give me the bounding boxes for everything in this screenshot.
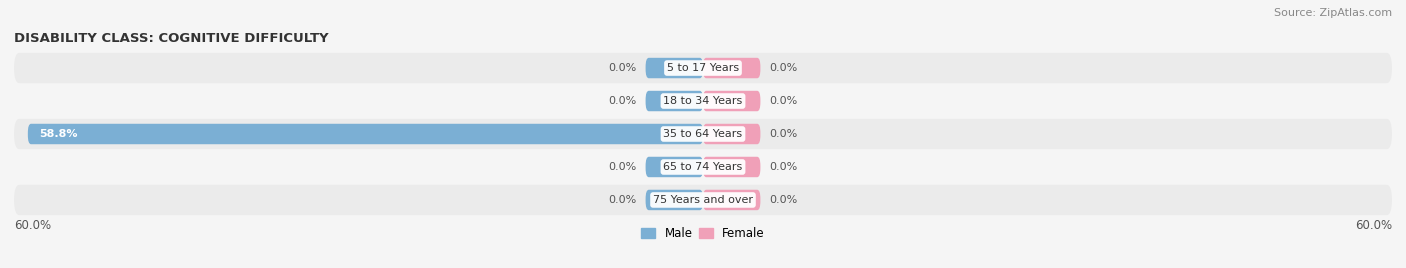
Text: 0.0%: 0.0% — [769, 129, 797, 139]
Text: Source: ZipAtlas.com: Source: ZipAtlas.com — [1274, 8, 1392, 18]
FancyBboxPatch shape — [14, 185, 1392, 215]
Text: 0.0%: 0.0% — [609, 63, 637, 73]
Text: 60.0%: 60.0% — [14, 219, 51, 232]
FancyBboxPatch shape — [703, 58, 761, 78]
Text: DISABILITY CLASS: COGNITIVE DIFFICULTY: DISABILITY CLASS: COGNITIVE DIFFICULTY — [14, 32, 329, 45]
FancyBboxPatch shape — [14, 152, 1392, 182]
Text: 5 to 17 Years: 5 to 17 Years — [666, 63, 740, 73]
Text: 65 to 74 Years: 65 to 74 Years — [664, 162, 742, 172]
FancyBboxPatch shape — [28, 124, 703, 144]
Text: 0.0%: 0.0% — [609, 96, 637, 106]
Text: 58.8%: 58.8% — [39, 129, 77, 139]
FancyBboxPatch shape — [703, 91, 761, 111]
Text: 60.0%: 60.0% — [1355, 219, 1392, 232]
Text: 0.0%: 0.0% — [769, 96, 797, 106]
Text: 0.0%: 0.0% — [609, 195, 637, 205]
FancyBboxPatch shape — [703, 124, 761, 144]
Text: 18 to 34 Years: 18 to 34 Years — [664, 96, 742, 106]
FancyBboxPatch shape — [703, 190, 761, 210]
Text: 35 to 64 Years: 35 to 64 Years — [664, 129, 742, 139]
FancyBboxPatch shape — [14, 53, 1392, 83]
FancyBboxPatch shape — [645, 58, 703, 78]
Text: 0.0%: 0.0% — [769, 162, 797, 172]
FancyBboxPatch shape — [14, 86, 1392, 116]
Text: 0.0%: 0.0% — [769, 195, 797, 205]
Legend: Male, Female: Male, Female — [637, 222, 769, 245]
FancyBboxPatch shape — [645, 190, 703, 210]
Text: 0.0%: 0.0% — [609, 162, 637, 172]
FancyBboxPatch shape — [645, 91, 703, 111]
FancyBboxPatch shape — [703, 157, 761, 177]
FancyBboxPatch shape — [645, 157, 703, 177]
Text: 0.0%: 0.0% — [769, 63, 797, 73]
Text: 75 Years and over: 75 Years and over — [652, 195, 754, 205]
FancyBboxPatch shape — [14, 119, 1392, 149]
